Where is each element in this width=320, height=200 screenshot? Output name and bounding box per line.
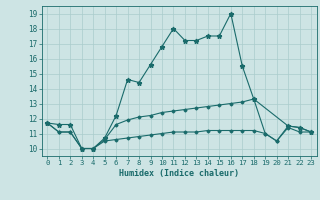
X-axis label: Humidex (Indice chaleur): Humidex (Indice chaleur) <box>119 169 239 178</box>
